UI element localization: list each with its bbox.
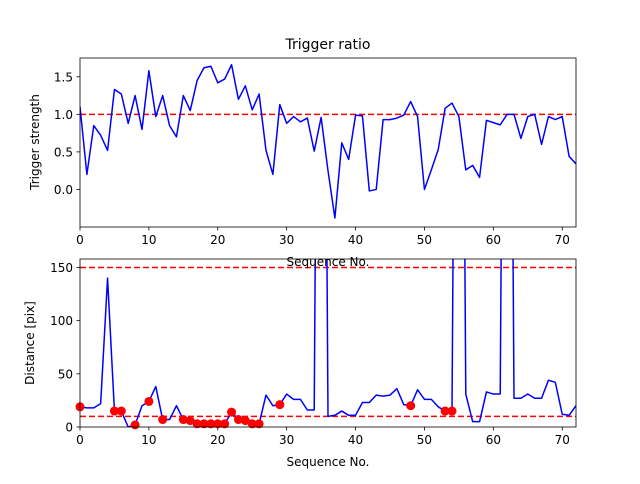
top-y-tick-label: 0.0 — [54, 183, 73, 197]
bottom-marker-point — [158, 415, 168, 425]
bottom-marker-point — [116, 406, 126, 416]
bottom-series-line-0 — [80, 259, 576, 427]
bottom-x-tick-label: 0 — [76, 433, 84, 447]
top-y-tick-label: 0.5 — [54, 145, 73, 159]
bottom-x-tick-label: 50 — [417, 433, 432, 447]
top-x-tick-label: 10 — [141, 233, 156, 247]
bottom-x-axis-label: Sequence No. — [287, 455, 370, 469]
bottom-plot-area — [75, 259, 576, 430]
bottom-x-tick-label: 30 — [279, 433, 294, 447]
bottom-marker-point — [227, 407, 237, 417]
bottom-y-tick-label: 100 — [50, 314, 73, 328]
top-chart-title: Trigger ratio — [284, 37, 370, 53]
bottom-marker-point — [240, 416, 250, 426]
top-series-line-0 — [80, 64, 576, 219]
top-x-tick-label: 30 — [279, 233, 294, 247]
bottom-axes-background — [80, 259, 576, 268]
bottom-marker-point — [109, 406, 119, 416]
bottom-y-tick-label: 50 — [58, 367, 73, 381]
top-y-tick-label: 1.5 — [54, 70, 73, 84]
top-plot-content — [80, 64, 576, 219]
bottom-y-tick-label: 0 — [65, 421, 73, 435]
bottom-axes-frame — [79, 258, 577, 428]
top-x-tick-label: 50 — [417, 233, 432, 247]
top-x-tick-label: 60 — [486, 233, 501, 247]
bottom-marker-point — [185, 416, 195, 426]
bottom-x-tick-label: 70 — [555, 433, 570, 447]
top-x-tick-label: 70 — [555, 233, 570, 247]
bottom-marker-point — [144, 396, 154, 406]
bottom-x-tick-label: 40 — [348, 433, 363, 447]
bottom-markers — [75, 396, 457, 430]
bottom-marker-point — [440, 406, 450, 416]
bottom-plot-content — [80, 259, 576, 427]
top-plot: Trigger ratio Trigger strength 0 10 20 30 40… — [28, 37, 577, 247]
bottom-marker-point — [275, 400, 285, 410]
bottom-axes-frame — [79, 258, 577, 428]
top-x-tick-label: 40 — [348, 233, 363, 247]
top-plot-area — [79, 57, 577, 228]
bottom-marker-point — [447, 406, 457, 416]
bottom-axis-ticks: 0 10 20 30 40 50 60 70 0 50 100 150 — [50, 261, 570, 447]
bottom-x-tick-label: 20 — [210, 433, 225, 447]
top-x-tick-label: 0 — [76, 233, 84, 247]
top-y-axis-label: Trigger strength — [28, 94, 42, 191]
bottom-marker-point — [192, 419, 202, 429]
bottom-y-axis-label: Distance [pix] — [23, 301, 37, 385]
bottom-marker-point — [254, 419, 264, 429]
bottom-marker-point — [220, 419, 230, 429]
bottom-x-tick-label: 10 — [141, 433, 156, 447]
bottom-marker-point — [130, 420, 140, 430]
bottom-marker-point — [213, 419, 223, 429]
top-x-tick-label: 20 — [210, 233, 225, 247]
bottom-plot: Sequence No. Distance [pix] 0 10 20 30 40 50 6… — [23, 259, 576, 469]
bottom-marker-point — [199, 419, 209, 429]
top-axes-frame — [79, 57, 577, 228]
bottom-marker-point — [247, 419, 257, 429]
bottom-y-tick-label: 150 — [50, 261, 73, 275]
bottom-marker-point — [178, 415, 188, 425]
bottom-x-tick-label: 60 — [486, 433, 501, 447]
bottom-marker-point — [233, 415, 243, 425]
bottom-marker-point — [406, 401, 416, 411]
top-axis-ticks: 0 10 20 30 40 50 60 70 0.0 0.5 1.0 1.5 — [54, 70, 570, 247]
bottom-marker-point — [206, 419, 216, 429]
top-y-tick-label: 1.0 — [54, 108, 73, 122]
top-x-axis-label: Sequence No. — [287, 255, 370, 269]
